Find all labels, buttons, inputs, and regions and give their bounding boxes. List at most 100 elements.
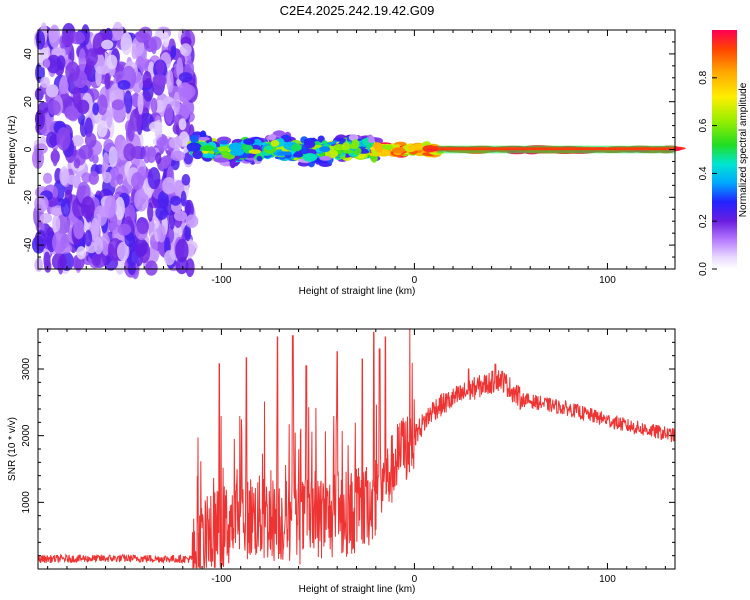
spectrogram-cell [97,94,108,116]
spectrogram-cell [127,118,135,142]
spectrogram-cell [155,205,168,220]
spectrogram-cell [157,224,166,243]
spectrogram-cell [199,130,207,139]
spectrogram-xtick-label: -100 [211,275,231,286]
spectrogram-cell [81,196,95,220]
spectrogram-cell [348,134,359,142]
spectrogram-cell [277,138,285,147]
snr-frame [37,328,676,570]
colorbar-label: Normalized spectral amplitude [738,82,749,217]
spectrogram-cell [114,136,123,151]
spectrogram-cell [157,190,169,209]
snr-xtick-label: -100 [211,574,231,585]
spectrogram-cell [127,261,136,275]
spectrogram-cell [93,236,104,255]
spectrogram-cell [248,149,261,155]
spectrogram-cell [71,135,84,147]
spectrogram-cell [276,151,292,156]
spectrogram-cell [178,72,193,83]
spectrogram-cell [283,134,290,141]
spectrogram-cell [374,144,383,153]
colorbar-tick-label: 0.2 [698,214,709,228]
chart-title: C2E4.2025.242.19.42.G09 [280,3,435,18]
spectrogram-ytick-label: -20 [23,190,34,205]
spectrogram-cell [78,144,93,160]
spectrogram-cell [126,249,139,267]
spectrogram-cell [111,99,125,111]
spectrogram-cell [85,48,98,67]
spectrogram-cell [180,84,196,99]
spectrogram-xtick-label: 0 [412,275,418,286]
spectrogram-cell [104,195,117,218]
spectrogram-cell [101,39,114,50]
spectrogram-cell [270,140,280,147]
spectrogram-cell [342,149,354,154]
spectrogram-cell [117,80,131,90]
spectrogram-cell [35,109,45,130]
spectrogram-cell [256,155,263,162]
spectrogram-cell [52,231,67,254]
spectrogram-ytick-label: 40 [23,48,34,60]
spectrogram-cell [49,205,64,217]
spectrogram-xtick-label: 100 [599,275,616,286]
spectrogram-cell [92,32,107,56]
spectrogram-cell [131,172,144,191]
spectrogram-cell [84,229,93,247]
spectrogram-cell [73,219,85,240]
spectrogram-cell [67,174,77,185]
spectrogram-cell [184,199,191,216]
spectrogram-cell [156,59,165,76]
spectrogram-cell [59,166,70,186]
colorbar: 0.0 0.2 0.4 0.6 0.8 Normalized spectral ampl… [698,30,749,276]
spectrogram-cell [319,146,331,153]
spectrogram-cell [117,241,130,262]
snr-series-line [37,328,676,569]
spectrogram-cell [147,202,154,222]
spectrogram-cell [76,246,87,260]
spectrogram-cell [368,135,375,144]
spectrogram-cell [304,140,316,149]
spectrogram-cell [72,87,81,109]
spectrogram-cell [116,173,124,186]
spectrogram-cell [104,73,111,90]
spectrogram-cell [192,149,203,160]
spectrogram-cell [84,132,97,148]
spectrogram-cell [59,77,69,95]
spectrogram-cell [43,58,51,69]
spectrogram-cell [136,217,149,235]
spectrogram-cell [90,217,100,242]
spectrogram-cell [84,117,93,138]
spectrogram-cell [162,182,176,195]
spectrogram-cell [56,127,71,151]
spectrogram-cell [35,30,46,50]
spectrogram-cell [145,260,158,276]
spectrogram-cell [228,142,243,151]
spectrogram-cell [181,174,191,186]
spectrogram-cell [175,238,189,263]
spectrogram-cell [47,100,61,116]
spectrogram-cell [170,195,182,206]
spectrogram-cell [39,213,53,224]
colorbar-tick-label: 0.6 [698,118,709,132]
spectrogram-cell [142,71,152,89]
spectrogram-cell [106,105,113,128]
snr-axes: -100 0 100 1000 2000 3000 [21,328,675,585]
spectrogram-cell [102,152,109,171]
spectrogram-cell [96,120,108,138]
snr-ylabel: SNR (10 * v/v) [7,417,18,481]
spectrogram-cell [48,24,61,49]
spectrogram-cells [31,21,686,280]
spectrogram-cell [100,233,111,256]
spectrogram-cell [349,143,359,150]
spectrogram-ytick-label: 0 [23,146,34,152]
spectrogram-cell [92,102,99,116]
snr-ytick-label: 3000 [21,357,32,380]
spectrogram-cell [173,91,180,114]
spectrogram-cell [95,66,102,87]
colorbar-tick-label: 0.4 [698,166,709,180]
spectrogram-cell [220,151,228,156]
snr-ytick-label: 2000 [21,424,32,447]
spectrogram-cell [164,250,175,266]
spectrogram-cell [134,188,149,212]
